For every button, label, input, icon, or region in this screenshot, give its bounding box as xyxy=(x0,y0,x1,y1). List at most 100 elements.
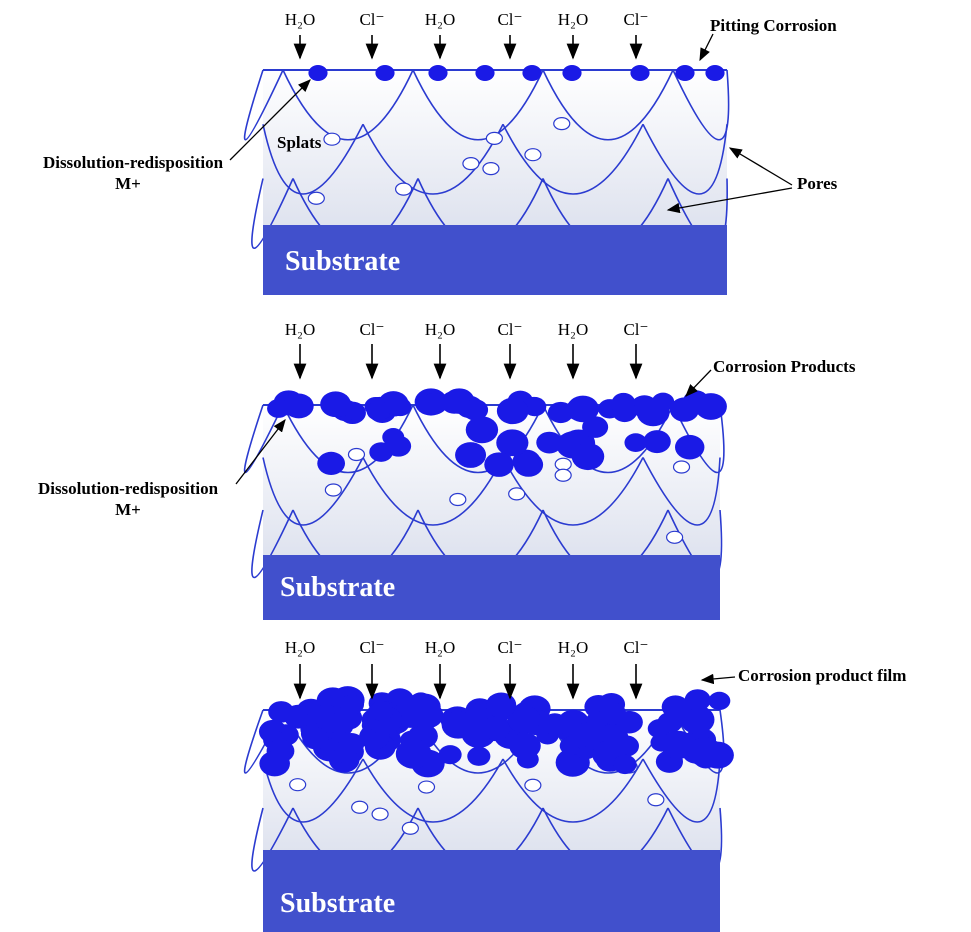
panel: Substrate xyxy=(245,686,734,932)
corrosion-product xyxy=(386,436,411,457)
corrosion-product xyxy=(370,701,394,721)
corrosion-product xyxy=(340,695,364,715)
ion-label: Cl⁻ xyxy=(359,320,384,339)
corrosion-product xyxy=(331,398,353,417)
pore xyxy=(667,531,683,543)
corrosion-product xyxy=(267,399,290,418)
ion-label: M+ xyxy=(115,500,141,519)
substrate-label: Substrate xyxy=(280,888,395,919)
corrosion-product xyxy=(268,701,294,723)
ion-label: H₂O xyxy=(425,638,455,657)
pore xyxy=(525,149,541,161)
corrosion-product xyxy=(484,452,514,477)
corrosion-product xyxy=(467,747,490,766)
corrosion-product xyxy=(705,65,724,81)
ion-label: H₂O xyxy=(285,320,315,339)
corrosion-product xyxy=(600,703,627,725)
ion-label: M+ xyxy=(115,174,141,193)
pore xyxy=(324,133,340,145)
corrosion-product xyxy=(572,443,605,470)
corrosion-product xyxy=(693,748,718,769)
corrosion-product xyxy=(259,751,290,776)
panel: Substrate xyxy=(245,65,729,295)
panel: Substrate xyxy=(245,388,727,620)
corrosion-product xyxy=(466,416,498,443)
pore xyxy=(674,461,690,473)
ion-label: Cl⁻ xyxy=(623,320,648,339)
pore xyxy=(372,808,388,820)
ion-label: H₂O xyxy=(558,638,588,657)
corrosion-product xyxy=(708,692,730,710)
pore xyxy=(648,794,664,806)
figure: Substrate H₂O Cl⁻ H₂O Cl⁻ H₂O Cl⁻ Substrate H₂O C… xyxy=(0,0,971,932)
corrosion-product xyxy=(582,416,608,438)
ion-label: Cl⁻ xyxy=(359,638,384,657)
ion-label: Cl⁻ xyxy=(623,10,648,29)
dissolution-label: Dissolution-redisposition xyxy=(43,153,224,172)
ion-label: Cl⁻ xyxy=(623,638,648,657)
pore xyxy=(463,158,479,170)
ion-label: H₂O xyxy=(558,10,588,29)
ion-label: Cl⁻ xyxy=(359,10,384,29)
corrosion-product xyxy=(650,733,672,751)
corrosion-product xyxy=(695,393,727,420)
corrosion-product xyxy=(486,692,516,717)
pore xyxy=(483,163,499,175)
pore xyxy=(554,118,570,130)
pore xyxy=(450,494,466,506)
ion-label: H₂O xyxy=(285,10,315,29)
ion-label: H₂O xyxy=(425,320,455,339)
corrosion-product xyxy=(562,65,581,81)
corrosion-product xyxy=(685,689,711,711)
corrosion-product xyxy=(643,430,671,453)
corrosion-product xyxy=(514,452,543,476)
pore xyxy=(525,779,541,791)
substrate-label: Substrate xyxy=(285,246,400,277)
ion-label: Cl⁻ xyxy=(497,10,522,29)
dissolution-label: Dissolution-redisposition xyxy=(38,479,219,498)
pores-label: Pores xyxy=(797,174,838,193)
pore xyxy=(555,458,571,470)
pore xyxy=(290,779,306,791)
pore xyxy=(352,801,368,813)
pore xyxy=(509,488,525,500)
ion-label: H₂O xyxy=(285,638,315,657)
ion-label: H₂O xyxy=(425,10,455,29)
corrosion-product xyxy=(613,755,636,774)
ion-label: Cl⁻ xyxy=(497,638,522,657)
pore xyxy=(402,822,418,834)
corrosion-product xyxy=(384,396,407,415)
corrosion-product xyxy=(497,398,529,424)
corrosion-product xyxy=(455,442,486,468)
film-label: Corrosion product film xyxy=(738,666,906,685)
corrosion-product xyxy=(317,452,345,475)
corrosion-product xyxy=(308,65,327,81)
corrosion-product xyxy=(396,739,432,769)
corrosion-product xyxy=(475,65,494,81)
corrosion-product xyxy=(428,65,447,81)
pore xyxy=(555,469,571,481)
substrate-label: Substrate xyxy=(280,572,395,603)
corrosion-product xyxy=(496,429,528,456)
pore xyxy=(486,132,502,144)
corrosion-product xyxy=(338,733,364,755)
pitting-label: Pitting Corrosion xyxy=(710,16,837,35)
corrosion-product xyxy=(624,433,647,452)
corrosion-product xyxy=(675,435,704,460)
corrosion-product xyxy=(509,733,541,759)
corrosion-product xyxy=(670,397,699,421)
pore xyxy=(348,449,364,461)
corrosion-product xyxy=(469,717,496,740)
corrosion-product xyxy=(409,694,440,720)
corrosion-product xyxy=(652,393,674,412)
corrosion-product xyxy=(612,393,636,413)
ion-label: H₂O xyxy=(558,320,588,339)
corrosion-product xyxy=(375,65,394,81)
corrosion-product xyxy=(442,711,475,738)
splats-label: Splats xyxy=(277,133,322,152)
pore xyxy=(396,183,412,195)
corrosion-product xyxy=(657,712,682,733)
corrosion-product xyxy=(302,727,328,749)
pore xyxy=(419,781,435,793)
corrosion-product xyxy=(439,745,462,764)
